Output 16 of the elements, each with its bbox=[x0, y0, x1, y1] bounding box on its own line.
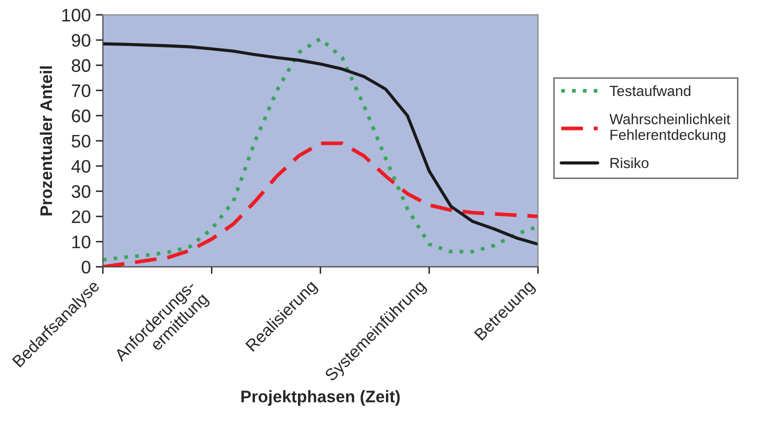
y-tick-label: 70 bbox=[72, 84, 90, 98]
y-axis-title: Prozentualer Anteil bbox=[40, 66, 52, 216]
y-tick-label: 90 bbox=[72, 34, 90, 47]
y-tick-label: 10 bbox=[72, 236, 90, 248]
y-tick-label: 40 bbox=[71, 160, 90, 173]
y-tick-label: 0 bbox=[82, 260, 90, 274]
y-tick-label: 80 bbox=[72, 59, 90, 72]
legend-label: Risiko bbox=[610, 157, 648, 168]
legend-label: Testaufwand bbox=[610, 85, 690, 96]
legend-label: Wahrscheinlichkeit Fehlerentdeckung bbox=[609, 114, 730, 143]
y-tick-label: 30 bbox=[72, 185, 90, 198]
y-tick-label: 60 bbox=[72, 110, 90, 122]
y-tick-label: 20 bbox=[72, 210, 90, 224]
y-tick-label: 50 bbox=[72, 134, 90, 148]
y-tick-label: 100 bbox=[62, 8, 90, 22]
x-axis-title: Projektphasen (Zeit) bbox=[241, 390, 400, 406]
